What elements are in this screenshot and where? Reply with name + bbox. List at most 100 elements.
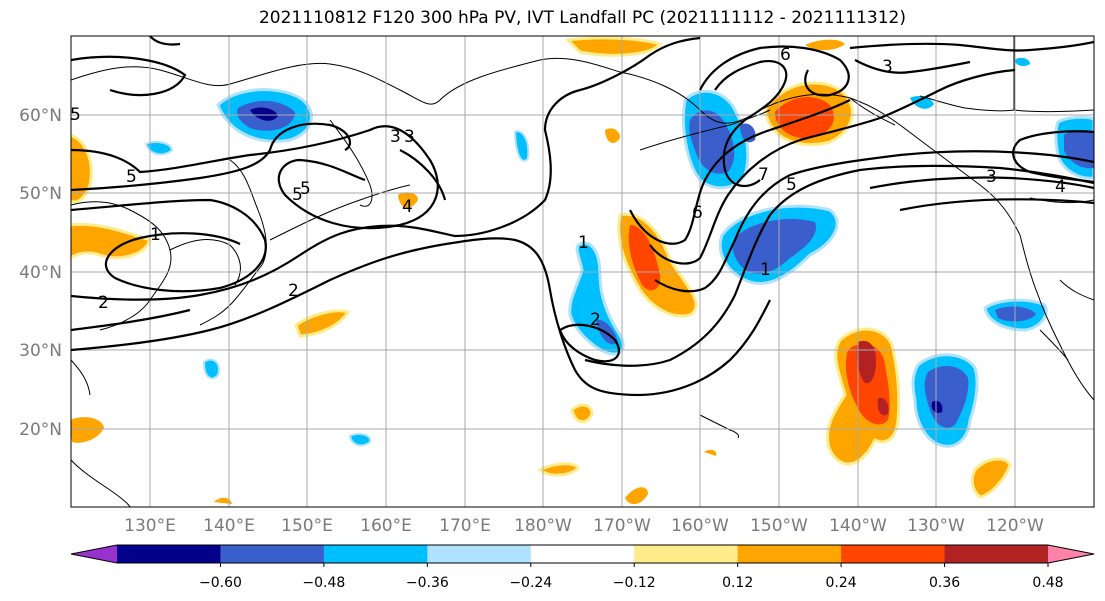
coastline: [71, 57, 621, 105]
colorbar-segment: [841, 545, 946, 563]
coastline: [199, 264, 263, 326]
contour-label: 3: [404, 127, 415, 147]
positive-anomaly-region: [877, 397, 889, 416]
positive-anomaly-region: [71, 133, 93, 204]
contour-label: 4: [1055, 177, 1066, 197]
pv-contours: [71, 36, 1094, 397]
positive-anomaly-region: [537, 462, 580, 477]
map-frame: [70, 35, 1095, 508]
lat-labels: 60°N 50°N 40°N 30°N 20°N: [19, 106, 62, 440]
lon-labels: 130°E 140°E 150°E 160°E 170°E 180°W 170°…: [124, 516, 1044, 536]
positive-anomaly-region: [970, 457, 1012, 499]
colorbar-segment: [530, 545, 635, 563]
pv-contour: [899, 198, 1094, 212]
colorbar-extend-high: [1048, 545, 1094, 563]
positive-anomaly-region: [214, 497, 232, 504]
pv-contour: [849, 40, 1094, 52]
negative-anomaly-region: [1014, 57, 1030, 67]
colorbar-tick-label: −0.48: [302, 575, 345, 591]
coastline: [71, 459, 131, 507]
lon-label: 120°W: [986, 516, 1044, 536]
pv-contour: [1012, 130, 1094, 184]
coastline: [1019, 234, 1094, 401]
coastline: [849, 97, 896, 126]
pv-contour: [71, 125, 439, 230]
colorbar-tick-label: −0.60: [199, 575, 242, 591]
lat-label: 30°N: [19, 341, 62, 361]
colorbar-ticks: −0.60 −0.48 −0.36 −0.24 −0.12 0.12 0.24 0.36 0.4…: [199, 563, 1064, 591]
colorbar-segment: [737, 545, 842, 563]
colorbar-segment: [117, 545, 221, 563]
map-title: 2021110812 F120 300 hPa PV, IVT Landfall…: [258, 8, 906, 28]
negative-anomaly-region: [348, 433, 372, 447]
pv-contour: [71, 308, 191, 332]
pv-contour: [558, 323, 620, 363]
contour-label: 4: [402, 197, 413, 217]
positive-anomaly-region: [398, 192, 418, 208]
positive-anomaly-region: [570, 403, 594, 424]
colorbar: −0.60 −0.48 −0.36 −0.24 −0.12 0.12 0.24 0.36 0.4…: [70, 544, 1095, 591]
negative-anomaly-region: [931, 400, 943, 413]
contour-label: 6: [780, 45, 791, 65]
pv-contour: [71, 88, 581, 301]
positive-anomaly-region: [605, 128, 620, 143]
lat-label: 50°N: [19, 184, 62, 204]
negative-anomaly-region: [568, 241, 625, 356]
lon-label: 170°W: [593, 516, 651, 536]
pv-contour: [869, 176, 1094, 190]
colorbar-segment: [634, 545, 739, 563]
colorbar-extend-low: [71, 545, 117, 563]
pv-contour: [71, 55, 187, 97]
lon-label: 140°W: [829, 516, 887, 536]
gridlines: [71, 36, 1094, 507]
colorbar-tick-label: −0.24: [509, 575, 552, 591]
negative-anomaly-region: [910, 96, 934, 109]
coastline: [1059, 279, 1094, 301]
lat-label: 40°N: [19, 263, 62, 283]
contour-label: 1: [760, 260, 771, 280]
pv-contour: [649, 68, 1016, 265]
lon-label: 160°E: [360, 516, 412, 536]
lat-label: 60°N: [19, 106, 62, 126]
lon-label: 130°E: [124, 516, 176, 536]
positive-anomaly-region: [704, 449, 717, 456]
lon-label: 130°W: [907, 516, 965, 536]
coastline: [1039, 329, 1069, 361]
positive-anomaly-region: [625, 487, 648, 505]
pv-contour: [579, 36, 701, 92]
coastline: [699, 414, 739, 439]
colorbar-outline: [70, 544, 1095, 564]
pv-contour: [399, 149, 447, 201]
pv-contour: [629, 99, 851, 245]
coastline: [169, 239, 241, 286]
pv-contour: [854, 59, 971, 74]
colorbar-tick-label: 0.12: [722, 575, 753, 591]
coastline: [1013, 36, 1094, 112]
negative-anomaly-region: [144, 141, 174, 156]
coastline: [269, 184, 411, 241]
contour-label: 2: [288, 281, 299, 301]
pv-contour: [71, 237, 771, 397]
coastline: [919, 95, 1015, 112]
contour-label: 3: [390, 127, 401, 147]
contour-labels: 3 5 5 5 3 5 4 1 2 2 1 2 6 7 5 1 6 3 3 4: [70, 45, 1066, 330]
contour-label: 1: [150, 225, 161, 245]
pv-contour: [654, 150, 1094, 293]
coastlines: [71, 36, 1094, 507]
contour-label: 5: [70, 105, 81, 125]
positive-anomaly-region: [628, 225, 661, 291]
contour-label: 6: [692, 203, 703, 223]
contour-label: 5: [126, 167, 137, 187]
contour-label: 5: [292, 185, 303, 205]
positive-anomaly-fill: [71, 36, 1012, 505]
contour-label: 5: [786, 175, 797, 195]
positive-anomaly-region: [294, 309, 351, 338]
contour-label: 2: [98, 293, 109, 313]
colorbar-tick-label: −0.12: [613, 575, 656, 591]
colorbar-segment: [427, 545, 532, 563]
lon-label: 170°E: [439, 516, 491, 536]
pv-contour: [71, 198, 267, 293]
negative-anomaly-region: [732, 218, 816, 274]
lat-label: 20°N: [19, 420, 62, 440]
